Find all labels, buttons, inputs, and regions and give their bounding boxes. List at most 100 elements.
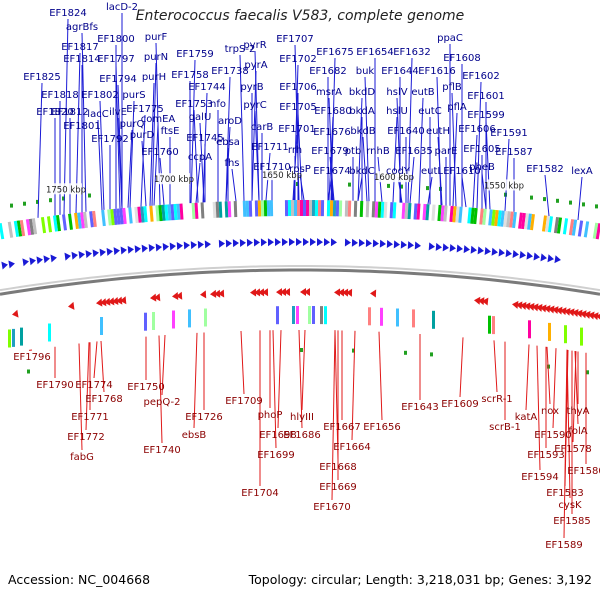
feature-mark <box>23 201 26 206</box>
feature-band-segment <box>500 210 505 227</box>
feature-band-segment <box>276 306 279 325</box>
feature-band-segment <box>527 213 532 230</box>
forward-label-leader <box>327 176 333 201</box>
feature-band-segment <box>412 309 415 328</box>
forward-gene-label: EF1711 <box>251 142 289 153</box>
forward-gene-arrow <box>190 241 197 250</box>
kbp-tick-bg <box>266 169 298 181</box>
forward-gene-label: galU <box>189 112 212 123</box>
forward-gene-label: purD <box>130 130 155 141</box>
forward-gene-arrow <box>50 254 57 263</box>
reverse-gene-arrow <box>149 293 157 302</box>
feature-band-segment <box>191 202 196 219</box>
topology-text: Topology: circular; Length: 3,218,031 bp… <box>248 572 592 587</box>
feature-band-segment <box>326 200 331 217</box>
feature-band-segment <box>440 205 445 222</box>
feature-band-segment <box>0 223 5 240</box>
genome-backbone <box>0 264 600 296</box>
reverse-gene-arrow <box>108 297 115 306</box>
feature-band-segment <box>332 200 337 217</box>
forward-gene-arrow <box>43 255 50 264</box>
feature-band-segment <box>497 210 502 227</box>
feature-band-segment <box>320 200 325 217</box>
forward-gene-arrow <box>120 246 127 255</box>
feature-band-segment <box>28 218 35 235</box>
reverse-gene-arrow <box>564 307 571 316</box>
forward-gene-label: EF1640 <box>387 126 425 137</box>
feature-band-segment <box>371 201 376 218</box>
feature-band-segment <box>224 201 229 218</box>
reverse-gene-label: EF1593 <box>527 450 565 461</box>
feature-band-segment <box>149 205 154 222</box>
forward-gene-label: EF1710 <box>253 162 291 173</box>
feature-band-segment <box>530 213 535 231</box>
forward-gene-label: hslU <box>386 106 408 117</box>
forward-gene-label: eutB <box>411 87 434 98</box>
forward-label-leader <box>472 134 478 208</box>
feature-mark <box>430 352 433 357</box>
feature-band-segment <box>314 200 319 217</box>
reverse-gene-arrow <box>527 302 535 311</box>
forward-gene-label: EF1738 <box>211 66 249 77</box>
reverse-label-leader <box>161 334 166 396</box>
forward-gene-label: bkdA <box>349 106 374 117</box>
feature-band-segment <box>383 201 388 218</box>
forward-gene-label: hslV <box>386 87 407 98</box>
reverse-label-leader <box>493 340 498 393</box>
reverse-label-leader <box>536 345 541 471</box>
feature-band-segment <box>482 208 487 225</box>
feature-band-segment <box>592 222 599 239</box>
reverse-label-leader <box>525 344 530 411</box>
feature-band-segment <box>284 200 289 217</box>
reverse-gene-label: EF1699 <box>257 450 295 461</box>
forward-gene-label: bkdD <box>349 87 375 98</box>
feature-band-segment <box>374 201 379 218</box>
feature-band-segment <box>164 204 169 221</box>
reverse-gene-arrow <box>575 309 583 318</box>
forward-gene-arrow <box>302 238 309 247</box>
reverse-gene-label: phoP <box>258 410 283 421</box>
forward-gene-label: rnhB <box>366 146 390 157</box>
forward-label-leader <box>37 82 43 218</box>
feature-band-segment <box>188 309 191 328</box>
forward-label-leader <box>153 124 159 206</box>
forward-gene-arrow <box>309 238 316 247</box>
forward-gene-label: ftsE <box>161 126 180 137</box>
feature-band-segment <box>194 202 199 219</box>
reverse-gene-arrow <box>512 300 519 309</box>
forward-gene-label: EF1674 <box>313 166 351 177</box>
feature-band-segment <box>544 215 551 233</box>
feature-band-segment <box>233 200 238 218</box>
forward-gene-arrow <box>197 240 204 249</box>
forward-gene-arrow <box>281 238 288 247</box>
feature-band-segment <box>583 221 590 238</box>
reverse-gene-label: EF1704 <box>241 488 279 499</box>
reverse-label-leader <box>552 348 557 429</box>
feature-mark <box>530 195 533 200</box>
reverse-gene-arrow <box>342 288 349 297</box>
reverse-gene-arrow <box>95 298 103 307</box>
feature-mark <box>586 370 589 375</box>
feature-band-segment <box>329 200 334 217</box>
forward-gene-label: eutC <box>418 106 441 117</box>
forward-gene-label: EF1705 <box>279 102 317 113</box>
forward-gene-arrow <box>533 252 540 261</box>
feature-band-segment <box>245 200 250 217</box>
forward-gene-arrow <box>274 238 281 247</box>
reverse-gene-arrow <box>253 288 261 297</box>
forward-gene-arrow <box>526 251 533 260</box>
forward-gene-label: purF <box>145 32 168 43</box>
forward-label-leader <box>149 82 155 206</box>
feature-band-segment <box>359 200 364 217</box>
forward-gene-arrow <box>176 241 183 250</box>
feature-mark <box>36 199 39 204</box>
reverse-label-leader <box>277 330 282 429</box>
forward-gene-label: EF1701 <box>278 124 316 135</box>
forward-gene-arrow <box>8 260 15 269</box>
reverse-gene-label: EF1670 <box>313 502 351 513</box>
kbp-tick-bg <box>488 179 520 191</box>
feature-band-segment <box>308 306 311 324</box>
forward-gene-label: trpS-2 <box>225 44 256 55</box>
forward-label-leader <box>127 129 133 208</box>
feature-band-segment <box>83 211 88 229</box>
